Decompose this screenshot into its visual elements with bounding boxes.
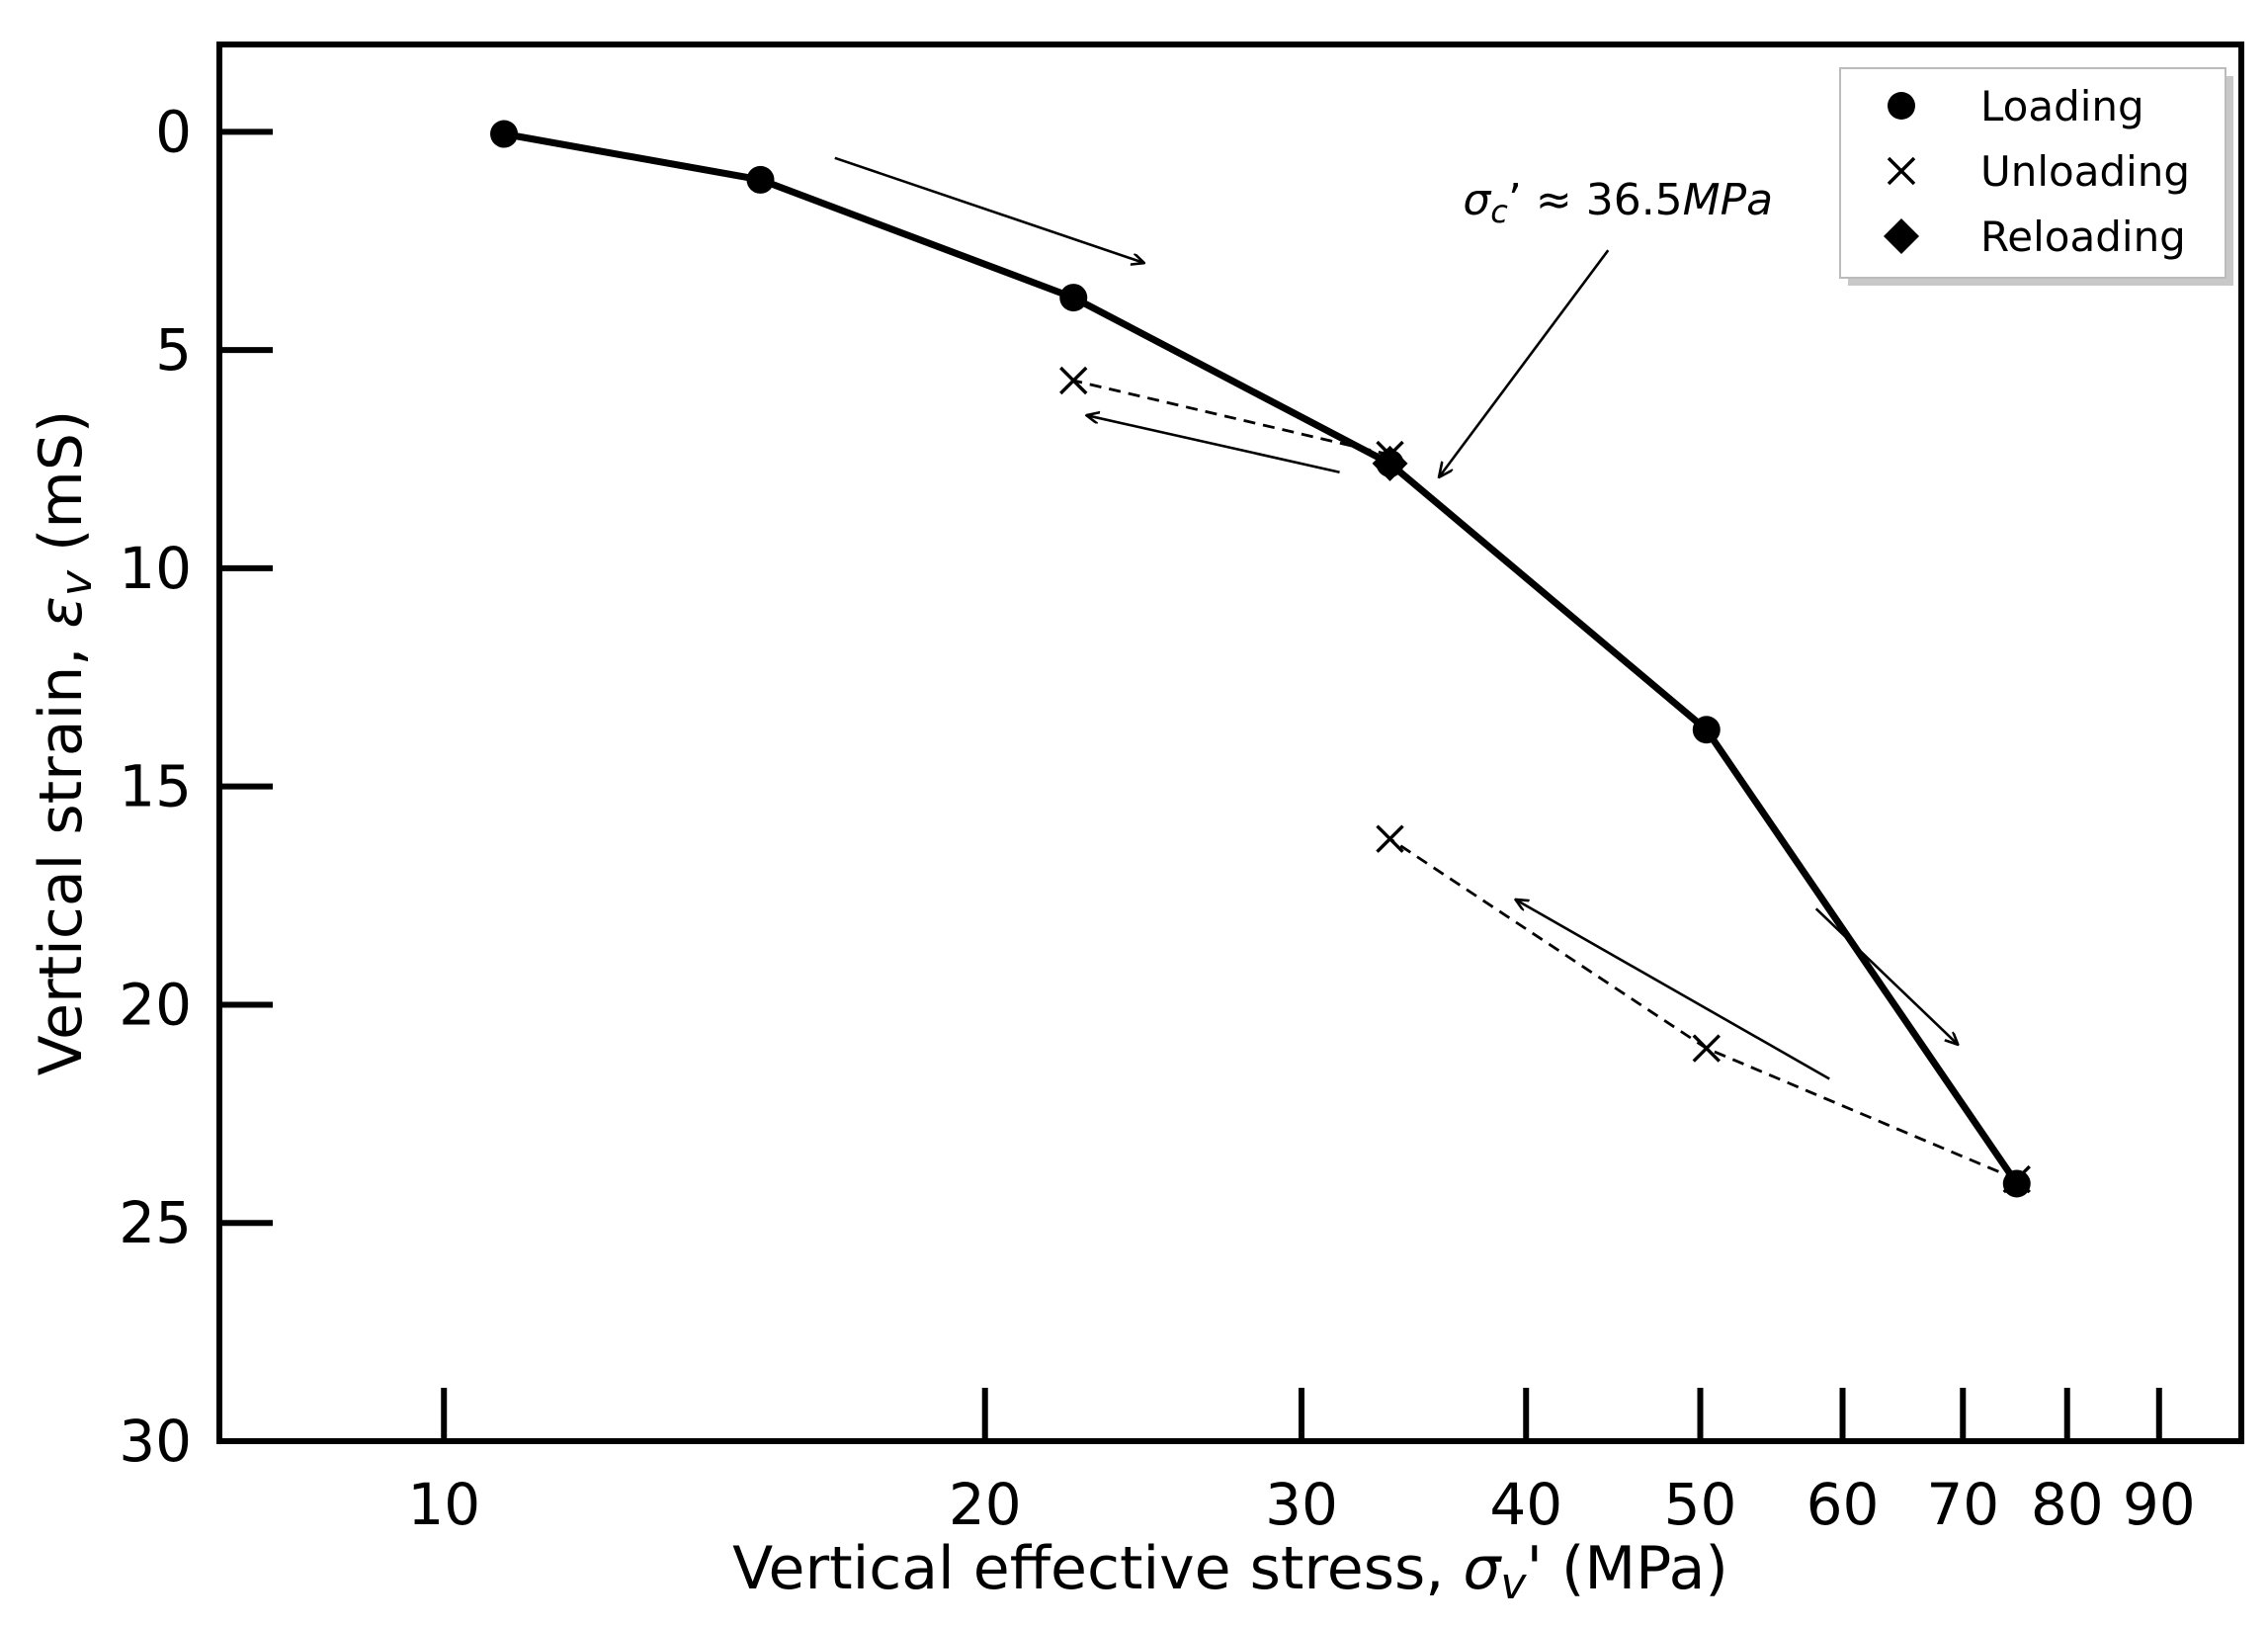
x-tick-label: 90: [2123, 1471, 2196, 1538]
marker-stroke: [1059, 366, 1088, 395]
series-line: [1072, 379, 1390, 457]
x-tick-label: 80: [2031, 1471, 2104, 1538]
legend-marker-x: [1887, 156, 1916, 186]
data-layer: [490, 120, 2031, 1198]
data-point-x: [2002, 1164, 2031, 1194]
marker-stroke: [1692, 1034, 1721, 1063]
direction-arrow: [1516, 899, 1830, 1080]
y-tick-label: 15: [119, 753, 192, 820]
data-point-x: [1692, 1034, 1721, 1063]
legend: Loading Unloading Reloading: [1839, 67, 2233, 286]
y-axis-label: Vertical strain, εv (mS): [27, 410, 102, 1076]
x-tick-label: 50: [1664, 1471, 1737, 1538]
plot-area: σc’ ≈ 36.5MPa 10 20 30 40 50 60 70 80 90 0 5 10 15 20…: [119, 42, 2244, 1538]
series-unloading-2: [1376, 824, 2031, 1194]
data-point-x: [1059, 366, 1088, 395]
data-point-diamond: [1372, 445, 1408, 481]
annotation-text: σc’ ≈ 36.5MPa: [1463, 175, 1773, 230]
legend-label: Unloading: [1980, 147, 2190, 196]
series-line: [503, 130, 2020, 1186]
y-tick-label: 20: [119, 971, 192, 1038]
y-tick-label: 25: [119, 1189, 192, 1256]
data-point-circle: [746, 165, 775, 194]
x-tick-label: 70: [1926, 1471, 1999, 1538]
series-line: [1388, 837, 2018, 1181]
direction-arrow: [1814, 907, 1958, 1044]
legend-label: Loading: [1980, 82, 2144, 130]
marker-stroke: [1887, 156, 1916, 186]
legend-label: Reloading: [1980, 213, 2186, 261]
x-tick-label: 40: [1489, 1471, 1562, 1538]
x-tick-label: 20: [949, 1471, 1022, 1538]
x-tick-label: 10: [407, 1471, 480, 1538]
direction-arrow: [834, 156, 1143, 263]
marker-stroke: [2002, 1164, 2031, 1194]
annotations: σc’ ≈ 36.5MPa: [1440, 175, 1773, 476]
data-point-circle: [490, 120, 519, 148]
series-loading-0: [490, 120, 2031, 1198]
x-axis-label: Vertical effective stress, σv' (MPa): [732, 1534, 1728, 1609]
annotation-arrow: [1440, 249, 1610, 476]
legend-marker-circle: [1888, 92, 1915, 120]
series-reloading-3: [1372, 445, 1408, 481]
x-tick-label: 30: [1265, 1471, 1338, 1538]
legend-marker-diamond: [1884, 218, 1919, 254]
direction-arrow: [1087, 415, 1340, 473]
x-tick-label: 60: [1806, 1471, 1880, 1538]
data-point-circle: [1692, 716, 1721, 744]
plot-frame: [216, 42, 2244, 1444]
y-tick-label: 5: [155, 316, 192, 384]
data-point-circle: [1059, 284, 1088, 312]
direction-arrows: [834, 156, 1958, 1080]
y-tick-label: 30: [119, 1408, 192, 1475]
marker-stroke: [1376, 824, 1404, 853]
data-point-x: [1376, 824, 1404, 853]
ticks: 10 20 30 40 50 60 70 80 90 0 5 10 15 20 25 30: [119, 98, 2195, 1538]
y-tick-label: 10: [119, 535, 192, 602]
y-tick-label: 0: [155, 98, 192, 165]
